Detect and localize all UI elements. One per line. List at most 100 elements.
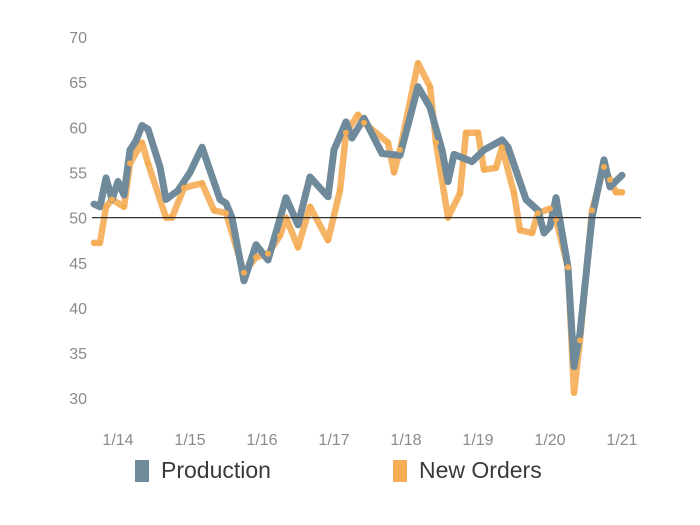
- y-tick-label: 35: [69, 346, 87, 363]
- data-point: [505, 144, 511, 151]
- data-point: [139, 122, 145, 129]
- data-point: [109, 196, 115, 203]
- data-point: [97, 239, 103, 246]
- data-point: [517, 227, 523, 234]
- data-point: [385, 139, 391, 146]
- series-lines: [90, 59, 641, 397]
- data-point: [307, 203, 313, 210]
- data-point: [415, 60, 421, 67]
- data-point: [211, 207, 217, 214]
- data-point: [553, 194, 559, 201]
- y-tick-label: 55: [69, 165, 87, 182]
- data-point: [481, 146, 487, 153]
- data-point: [379, 150, 385, 157]
- data-point: [415, 83, 421, 90]
- y-tick-label: 45: [69, 256, 87, 273]
- data-point: [325, 193, 331, 200]
- data-point: [547, 223, 553, 230]
- data-point: [547, 205, 553, 212]
- data-point: [181, 184, 187, 191]
- data-point: [145, 126, 151, 133]
- data-point: [265, 250, 271, 257]
- data-point: [565, 264, 571, 271]
- data-point: [529, 230, 535, 236]
- data-point: [619, 172, 625, 179]
- data-point: [253, 241, 259, 248]
- data-point: [349, 135, 355, 142]
- data-point: [427, 83, 433, 90]
- x-tick-label: 1/15: [174, 432, 205, 449]
- y-axis: 30 35 40 45 50 55 60 65 70: [69, 30, 87, 408]
- data-point: [103, 203, 109, 210]
- data-point: [103, 174, 109, 181]
- x-tick-label: 1/19: [462, 432, 493, 449]
- data-point: [337, 187, 343, 194]
- data-point: [277, 232, 283, 239]
- data-point: [139, 139, 145, 146]
- data-point: [397, 146, 403, 153]
- data-point: [295, 221, 301, 228]
- data-point: [571, 389, 577, 396]
- data-point: [499, 136, 505, 143]
- data-point: [607, 183, 613, 190]
- data-point: [535, 210, 541, 217]
- y-tick-label: 70: [69, 30, 87, 47]
- data-point: [325, 237, 331, 244]
- legend-label-production: Production: [161, 457, 271, 483]
- legend-swatch-new-orders: [393, 459, 407, 482]
- data-point: [187, 169, 193, 176]
- data-point: [127, 160, 133, 167]
- data-point: [223, 200, 229, 207]
- data-point: [145, 160, 151, 167]
- x-tick-label: 1/17: [318, 432, 349, 449]
- data-point: [445, 178, 451, 185]
- data-point: [427, 104, 433, 111]
- data-point: [397, 152, 403, 159]
- x-tick-label: 1/20: [534, 432, 565, 449]
- data-point: [253, 254, 259, 261]
- x-axis: 1/14 1/15 1/16 1/17 1/18 1/19 1/20 1/21: [102, 432, 637, 449]
- data-point: [463, 129, 469, 136]
- legend-item-new-orders: New Orders: [393, 457, 542, 484]
- data-point: [115, 178, 121, 185]
- data-point: [127, 146, 133, 153]
- data-point: [175, 187, 181, 194]
- series-line-production: [90, 83, 626, 371]
- x-tick-label: 1/21: [606, 432, 637, 449]
- y-tick-label: 40: [69, 301, 87, 318]
- y-tick-label: 65: [69, 75, 87, 92]
- data-point: [361, 115, 367, 122]
- data-point: [481, 166, 487, 173]
- x-tick-label: 1/18: [390, 432, 421, 449]
- data-point: [121, 203, 127, 210]
- data-point: [457, 190, 463, 197]
- data-point: [439, 146, 445, 153]
- legend-swatch-production: [135, 459, 149, 482]
- legend-item-production: Production: [135, 457, 271, 484]
- data-point: [97, 203, 103, 210]
- data-point: [493, 164, 499, 171]
- data-point: [199, 144, 205, 151]
- data-point: [283, 194, 289, 201]
- data-point: [469, 158, 475, 165]
- data-point: [577, 330, 583, 337]
- data-point: [433, 139, 439, 146]
- data-point: [511, 190, 517, 197]
- data-point: [295, 244, 301, 251]
- data-point: [163, 196, 169, 203]
- data-point: [241, 277, 247, 284]
- data-point: [475, 129, 481, 136]
- data-point: [355, 111, 361, 118]
- data-point: [91, 201, 97, 208]
- data-point: [121, 192, 127, 198]
- data-point: [601, 156, 607, 163]
- data-point: [589, 207, 595, 214]
- data-point: [133, 137, 139, 144]
- data-point: [361, 119, 367, 126]
- data-point: [307, 174, 313, 180]
- data-point: [223, 210, 229, 217]
- data-point: [199, 180, 205, 187]
- data-point: [613, 189, 619, 196]
- data-point: [601, 164, 607, 170]
